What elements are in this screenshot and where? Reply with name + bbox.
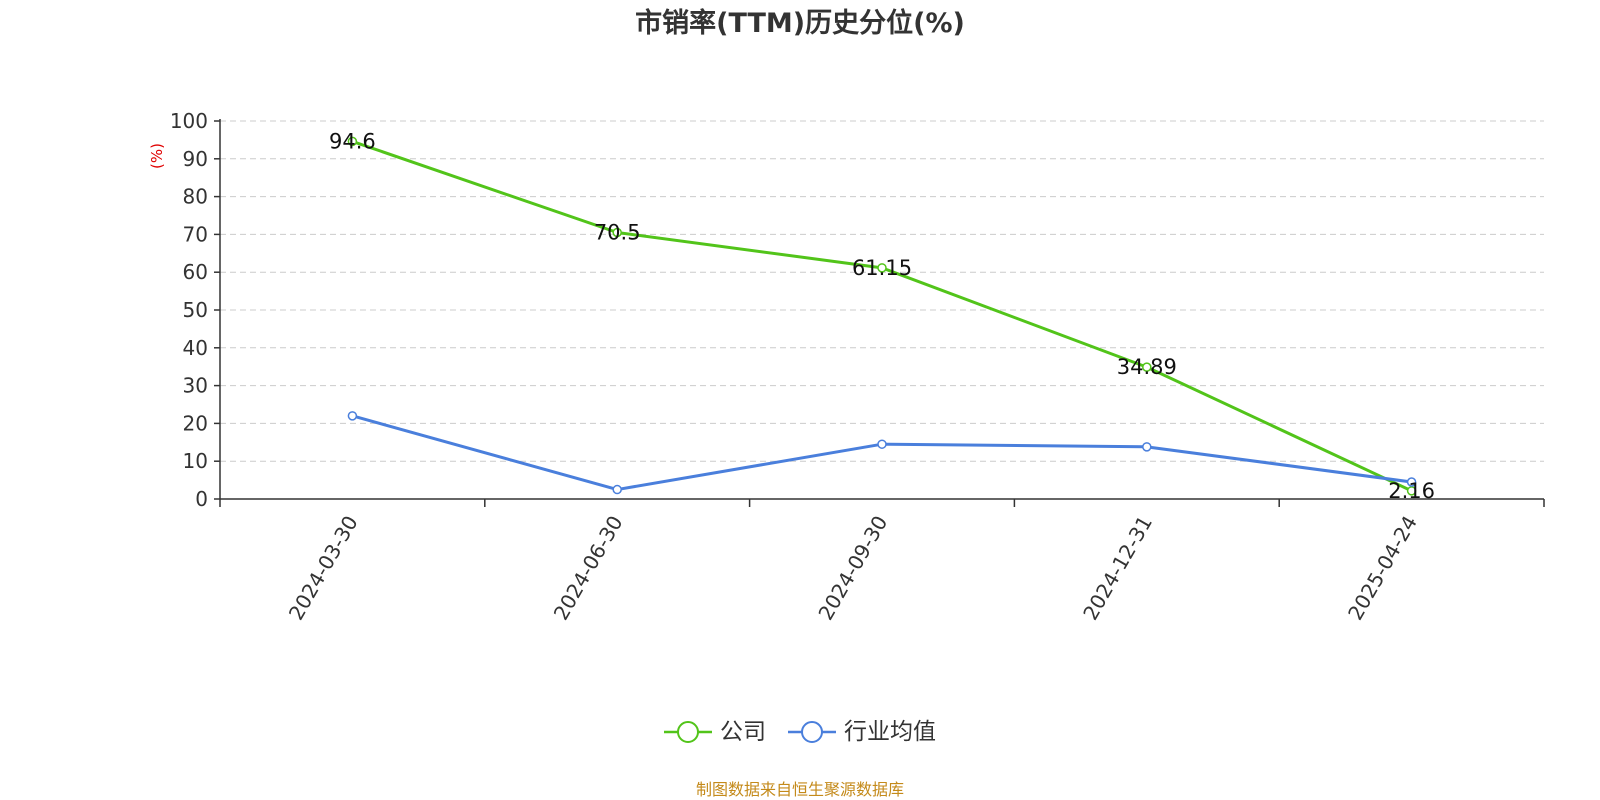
- legend-line-circle-icon: [788, 721, 836, 743]
- x-tick-label: 2024-03-30: [284, 512, 363, 625]
- data-point[interactable]: [347, 136, 358, 147]
- x-tick-label: 2024-12-31: [1078, 512, 1157, 625]
- line-chart: 0 10 20 30 40 50 60 70 80 90 100(%) 2024-03-30 2024-…: [148, 109, 1545, 625]
- y-tick-label: 30: [183, 374, 208, 398]
- y-tick-label: 10: [183, 449, 208, 473]
- y-tick-label: 90: [183, 147, 208, 171]
- data-point[interactable]: [877, 263, 887, 273]
- legend-label-company: 公司: [720, 719, 766, 745]
- legend-line-circle-icon: [664, 721, 712, 743]
- data-point[interactable]: [1406, 477, 1417, 487]
- legend-item-company[interactable]: 公司: [664, 718, 766, 746]
- x-tick-label: 2024-06-30: [549, 512, 628, 625]
- data-label: 70.5: [594, 221, 641, 245]
- data-label: 34.89: [1117, 355, 1177, 379]
- y-tick-label: 70: [183, 222, 208, 246]
- series-line-0: [351, 139, 1413, 493]
- x-tick-label: 2024-09-30: [813, 512, 892, 625]
- data-point[interactable]: [612, 227, 622, 238]
- data-label: 2.16: [1388, 479, 1435, 503]
- series-line-1: [351, 414, 1412, 492]
- data-labels: 94.6 70.5 61.15 34.89 2.16: [329, 129, 1435, 502]
- y-tick-label: 20: [183, 411, 208, 435]
- legend-item-industry-average[interactable]: 行业均值: [788, 718, 936, 746]
- axes: 0 10 20 30 40 50 60 70 80 90 100(%) 2024-03-30 2024-…: [148, 109, 1545, 625]
- y-tick-label: 60: [183, 260, 208, 284]
- series-lines: [347, 136, 1417, 496]
- data-source-note: 制图数据来自恒生聚源数据库: [695, 780, 904, 799]
- data-point[interactable]: [1142, 362, 1152, 372]
- legend: 公司 行业均值: [0, 718, 1600, 746]
- legend-label-industry-average: 行业均值: [844, 719, 936, 745]
- y-axis-unit-label: (%): [148, 143, 166, 169]
- data-point[interactable]: [1142, 442, 1152, 452]
- y-tick-label: 0: [195, 487, 208, 511]
- y-tick-label: 100: [170, 109, 208, 133]
- data-point[interactable]: [347, 411, 358, 421]
- data-point[interactable]: [612, 484, 622, 495]
- y-tick-label: 80: [183, 185, 208, 209]
- chart-title: 市销率(TTM)历史分位(%): [635, 8, 965, 39]
- data-label: 61.15: [852, 256, 912, 280]
- y-tick-label: 50: [183, 298, 208, 322]
- data-label: 94.6: [329, 129, 376, 153]
- y-tick-label: 40: [183, 336, 208, 360]
- grid-lines: [220, 120, 1544, 462]
- x-tick-label: 2025-04-24: [1343, 512, 1422, 625]
- data-point[interactable]: [1406, 486, 1417, 496]
- data-point[interactable]: [877, 439, 887, 449]
